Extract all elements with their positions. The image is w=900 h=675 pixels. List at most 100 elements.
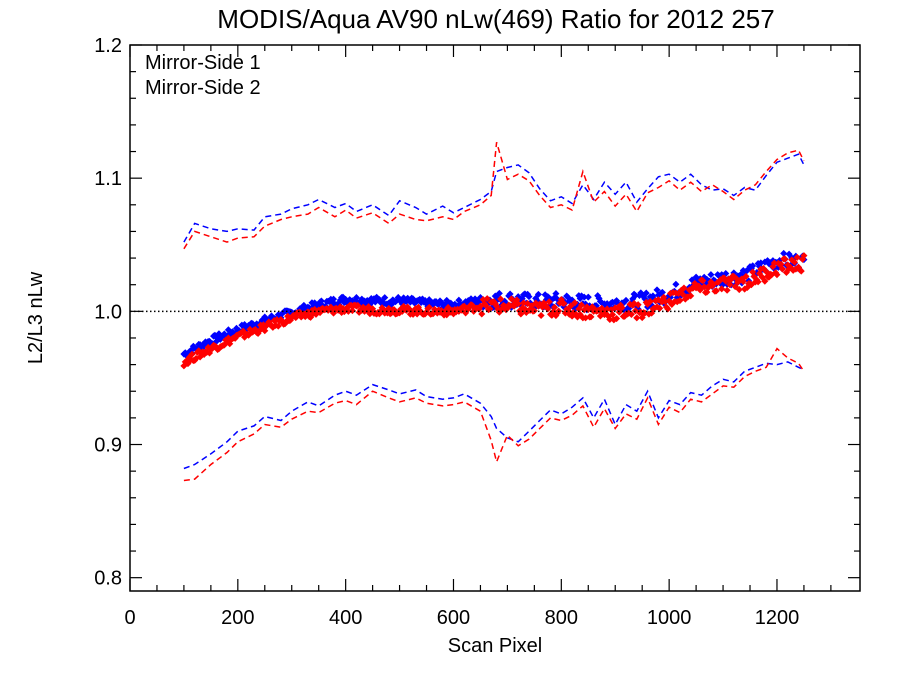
- scatter-point: [567, 302, 575, 310]
- x-tick-label: 1000: [647, 607, 692, 629]
- scatter-point: [790, 258, 799, 266]
- scatter-point: [552, 290, 560, 298]
- scatter-point: [584, 293, 592, 301]
- scatter-point: [495, 289, 503, 297]
- scatter-point: [577, 301, 586, 309]
- scatter-point: [352, 294, 360, 302]
- scatter-point: [497, 295, 505, 303]
- scatter-point: [551, 303, 559, 311]
- envelope-line-upper-series-2: [183, 141, 805, 250]
- scatter-point: [761, 277, 769, 285]
- scatter-point: [348, 307, 356, 315]
- scatter-point: [680, 284, 688, 292]
- scatter-point: [749, 262, 757, 270]
- plot-area: 0 200 400 600 800 1000 1200 0.8 0.9 1.0 1.1 1.2: [94, 35, 861, 629]
- y-tick-label: 0.8: [94, 568, 122, 590]
- scatter-point: [633, 314, 641, 322]
- x-tick-label: 600: [437, 607, 470, 629]
- scatter-point: [354, 301, 362, 309]
- scatter-point: [672, 280, 680, 288]
- scatter-point: [718, 285, 726, 293]
- x-tick-label: 400: [329, 607, 362, 629]
- scatter-point: [560, 299, 568, 308]
- y-tick-label: 1.0: [94, 301, 122, 323]
- scatter-point: [646, 297, 654, 306]
- scatter-point: [735, 286, 743, 294]
- y-axis-title: L2/L3 nLw: [25, 271, 47, 364]
- scatter-point: [188, 350, 196, 358]
- y-tick-label: 1.2: [94, 35, 122, 57]
- scatter-point: [658, 288, 666, 296]
- scatter-point: [687, 292, 695, 300]
- legend-item-mirror-side-2: Mirror-Side 2: [145, 77, 261, 99]
- scatter-point: [274, 322, 282, 330]
- envelope-lines: [183, 141, 805, 482]
- chart-title: MODIS/Aqua AV90 nLw(469) Ratio for 2012 …: [217, 4, 774, 34]
- scatter-point: [613, 315, 621, 323]
- envelope-line-upper-series-1: [183, 153, 805, 243]
- scatter-point: [507, 295, 515, 303]
- x-tick-label: 200: [221, 607, 254, 629]
- scatter-point: [615, 308, 623, 316]
- x-axis-title: Scan Pixel: [448, 635, 543, 657]
- scatter-point: [545, 298, 553, 306]
- scatter-point: [537, 311, 545, 320]
- envelope-line-lower-series-2: [183, 347, 805, 482]
- scatter-point: [726, 281, 734, 289]
- scatter-point: [739, 277, 747, 285]
- scatter-point: [622, 296, 630, 304]
- scatter-point: [793, 253, 801, 261]
- scatter-point: [656, 304, 664, 312]
- scatter-point: [483, 295, 491, 303]
- scatter-point: [517, 310, 525, 318]
- scatter-point: [627, 310, 635, 318]
- scatter-point: [381, 294, 389, 302]
- scatter-point: [707, 271, 715, 279]
- scatter-point: [587, 313, 595, 321]
- scatter-point: [571, 299, 579, 307]
- scatter-point: [478, 310, 486, 318]
- scatter-series-2: [180, 252, 808, 370]
- scatter-point: [606, 315, 614, 324]
- envelope-line-lower-series-1: [183, 361, 805, 470]
- legend-item-mirror-side-1: Mirror-Side 1: [145, 52, 261, 74]
- scatter-point: [797, 267, 805, 275]
- x-tick-label: 800: [545, 607, 578, 629]
- y-tick-label: 0.9: [94, 435, 122, 457]
- plot-frame: [129, 44, 861, 592]
- scatter-point: [580, 293, 588, 301]
- scatter-point: [486, 305, 494, 313]
- scatter-point: [780, 249, 788, 257]
- scatter-point: [742, 272, 750, 280]
- scatter-point: [754, 278, 762, 286]
- scatter-point: [525, 293, 533, 301]
- scatter-point: [642, 289, 650, 297]
- scatter-point: [699, 277, 707, 285]
- scatter-point: [534, 290, 542, 298]
- scatter-point: [770, 259, 778, 267]
- x-axis-ticks: 0 200 400 600 800 1000 1200: [124, 45, 832, 629]
- scatter-point: [514, 300, 522, 308]
- x-tick-label: 1200: [755, 607, 800, 629]
- scatter-point: [631, 291, 639, 299]
- y-axis-ticks: 0.8 0.9 1.0 1.1 1.2: [94, 35, 860, 590]
- scatter-point: [618, 304, 626, 312]
- scatter-point: [608, 311, 617, 319]
- scatter-point: [696, 286, 704, 294]
- x-tick-label: 0: [124, 607, 135, 629]
- scatter-point: [634, 301, 642, 309]
- y-tick-label: 1.1: [94, 168, 122, 190]
- scatter-point: [800, 252, 808, 260]
- scatter-point: [773, 271, 781, 279]
- scatter-point: [676, 297, 684, 305]
- scatter-point: [425, 303, 433, 311]
- scatter-point: [778, 265, 786, 273]
- scatter-point: [723, 286, 731, 294]
- scatter-point: [653, 286, 661, 294]
- scatter-points: [180, 249, 808, 370]
- scatter-point: [712, 287, 720, 295]
- scatter-point: [329, 295, 338, 303]
- scatter-point: [781, 255, 789, 263]
- legend: Mirror-Side 1 Mirror-Side 2: [145, 52, 261, 99]
